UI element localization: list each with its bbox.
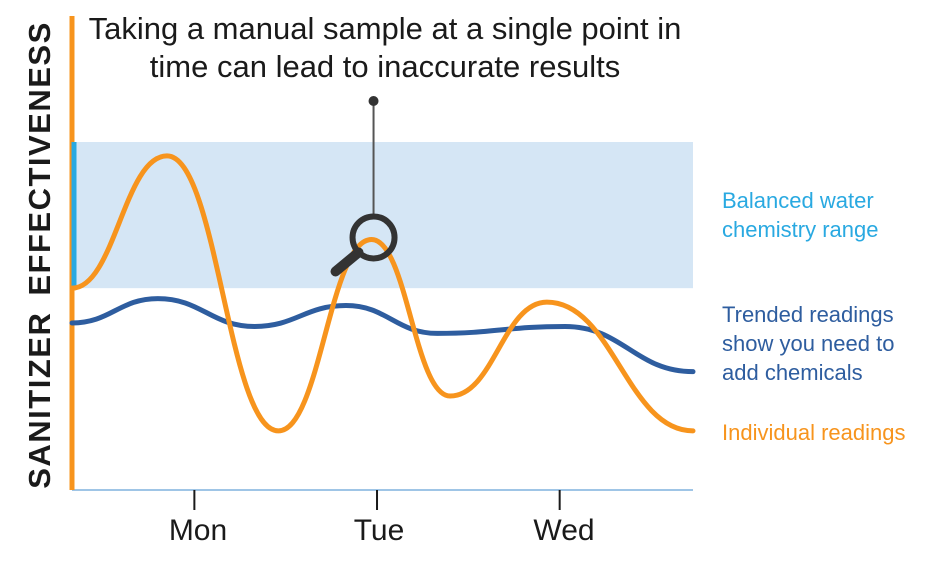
y-axis-label-word: SANITIZER xyxy=(22,311,57,489)
magnifier-lens xyxy=(349,213,398,262)
y-axis-label: SANITIZER EFFECTIVENESS xyxy=(22,13,58,497)
legend-individual-readings: Individual readings xyxy=(722,420,906,445)
x-tick-label: Wed xyxy=(533,514,595,547)
magnifier-icon xyxy=(330,213,398,277)
legend-trended-readings: Trended readings show you need to add ch… xyxy=(722,302,895,385)
magnifier-handle xyxy=(330,247,364,277)
callout-pointer-dot xyxy=(368,96,379,106)
x-tick-label: Mon xyxy=(168,514,228,547)
legend-balanced-range: Balanced water chemistry range xyxy=(722,188,879,242)
x-tick-label: Tue xyxy=(353,514,405,547)
balanced-range-band xyxy=(72,142,693,289)
y-axis-label-word: EFFECTIVENESS xyxy=(22,21,57,296)
annotation-text: Taking a manual sample at a single point… xyxy=(88,11,682,84)
individual-readings-line xyxy=(69,153,696,434)
trended-readings-line xyxy=(69,296,696,375)
